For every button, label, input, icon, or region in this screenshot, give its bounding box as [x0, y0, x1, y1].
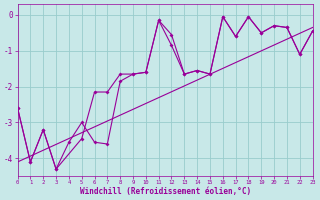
X-axis label: Windchill (Refroidissement éolien,°C): Windchill (Refroidissement éolien,°C) [80, 187, 251, 196]
